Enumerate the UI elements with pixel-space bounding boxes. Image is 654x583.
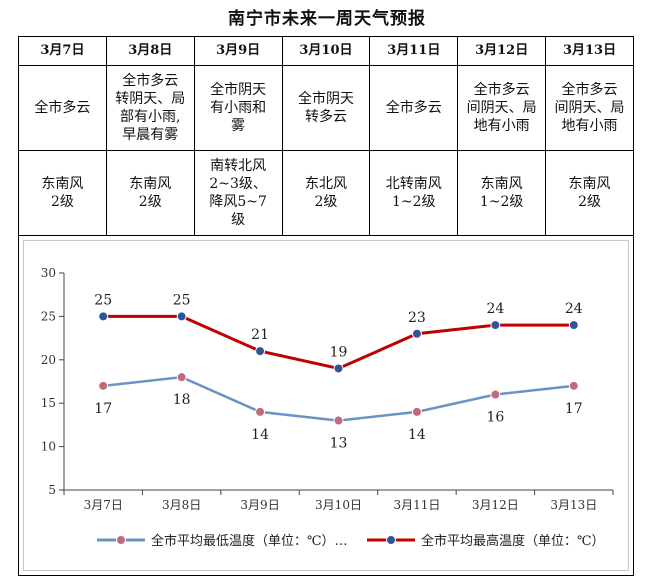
wind-row: 东南风 2级 东南风 2级 南转北风 2~3级、 降风5~7 级 东北风 2级 …: [18, 150, 634, 236]
wind-cell: 东南风 2级: [105, 150, 195, 236]
y-tick-label: 5: [48, 483, 56, 497]
weather-cell: 全市阴天 转多云: [281, 65, 371, 151]
x-tick-label: 3月9日: [240, 498, 279, 512]
x-tick-label: 3月10日: [315, 498, 362, 512]
weather-cell: 全市多云: [18, 65, 107, 151]
wind-cell: 北转南风 1~2级: [369, 150, 459, 236]
data-label: 18: [173, 392, 191, 408]
data-label: 17: [565, 401, 583, 417]
wind-cell: 南转北风 2~3级、 降风5~7 级: [193, 150, 283, 236]
data-point: [255, 406, 266, 417]
x-tick-label: 3月7日: [84, 498, 123, 512]
data-label: 24: [565, 301, 583, 317]
data-label: 14: [408, 427, 426, 443]
x-tick-label: 3月12日: [472, 498, 519, 512]
data-label: 13: [330, 436, 348, 452]
x-tick-label: 3月8日: [162, 498, 201, 512]
y-tick-label: 15: [41, 396, 56, 410]
wind-cell: 东南风 2级: [18, 150, 107, 236]
data-label: 25: [94, 292, 112, 308]
weather-cell: 全市多云 间阴天、局 地有小雨: [457, 65, 547, 151]
data-label: 25: [173, 292, 191, 308]
legend-label: 全市平均最低温度（单位：℃）…: [151, 533, 348, 549]
y-tick-label: 25: [41, 309, 56, 323]
series-line: [103, 314, 574, 371]
date-cell: 3月7日: [18, 36, 107, 66]
legend-label: 全市平均最高温度（单位：℃）: [421, 533, 605, 549]
data-label: 23: [408, 310, 426, 326]
y-tick-label: 30: [41, 266, 56, 280]
date-cell: 3月10日: [281, 36, 371, 66]
weather-cell: 全市阴天 有小雨和 雾: [193, 65, 283, 151]
temperature-chart: 5 10 15 20 25 30 3月7日 3月8日 3月9日 3月10日 3月11日 3月12日 3月…: [41, 266, 614, 549]
data-point: [176, 372, 187, 383]
data-point: [568, 320, 579, 331]
data-label: 17: [94, 401, 112, 417]
weather-cell: 全市多云 转阴天、局 部有小雨, 早晨有雾: [105, 65, 195, 151]
x-tick-label: 3月11日: [393, 498, 440, 512]
y-tick-label: 10: [41, 440, 56, 454]
data-label: 16: [486, 410, 504, 426]
data-point: [411, 406, 422, 417]
date-cell: 3月12日: [457, 36, 547, 66]
weather-row: 全市多云 全市多云 转阴天、局 部有小雨, 早晨有雾 全市阴天 有小雨和 雾 全…: [18, 65, 634, 151]
data-label: 21: [251, 327, 269, 343]
weather-cell: 全市多云: [369, 65, 459, 151]
data-point: [176, 311, 187, 322]
date-cell: 3月8日: [105, 36, 195, 66]
data-point: [490, 389, 501, 400]
legend-swatch-marker: [386, 535, 396, 545]
date-row: 3月7日 3月8日 3月9日 3月10日 3月11日 3月12日 3月13日: [18, 36, 634, 66]
data-point: [411, 328, 422, 339]
page-title: 南宁市未来一周天气预报: [228, 9, 426, 29]
data-point: [333, 363, 344, 374]
wind-cell: 东南风 1~2级: [457, 150, 547, 236]
data-label: 14: [251, 427, 269, 443]
data-point: [490, 320, 501, 331]
data-point: [98, 311, 109, 322]
legend-swatch-marker: [116, 535, 126, 545]
data-label: 19: [330, 344, 348, 360]
date-cell: 3月9日: [193, 36, 283, 66]
date-cell: 3月13日: [545, 36, 634, 66]
wind-cell: 东北风 2级: [281, 150, 371, 236]
chart-frame: 5 10 15 20 25 30 3月7日 3月8日 3月9日 3月10日 3月11日 3月12日 3月…: [18, 235, 634, 576]
date-cell: 3月11日: [369, 36, 459, 66]
weather-cell: 全市多云 间阴天、局 地有小雨: [545, 65, 634, 151]
data-point: [98, 380, 109, 391]
data-label: 24: [486, 301, 504, 317]
y-tick-label: 20: [41, 353, 56, 367]
x-tick-label: 3月13日: [550, 498, 597, 512]
data-point: [568, 380, 579, 391]
chart-area: 5 10 15 20 25 30 3月7日 3月8日 3月9日 3月10日 3月11日 3月12日 3月…: [23, 240, 629, 571]
forecast-table: 3月7日 3月8日 3月9日 3月10日 3月11日 3月12日 3月13日 全…: [18, 36, 634, 236]
data-point: [255, 346, 266, 357]
wind-cell: 东南风 2级: [545, 150, 634, 236]
data-point: [333, 415, 344, 426]
